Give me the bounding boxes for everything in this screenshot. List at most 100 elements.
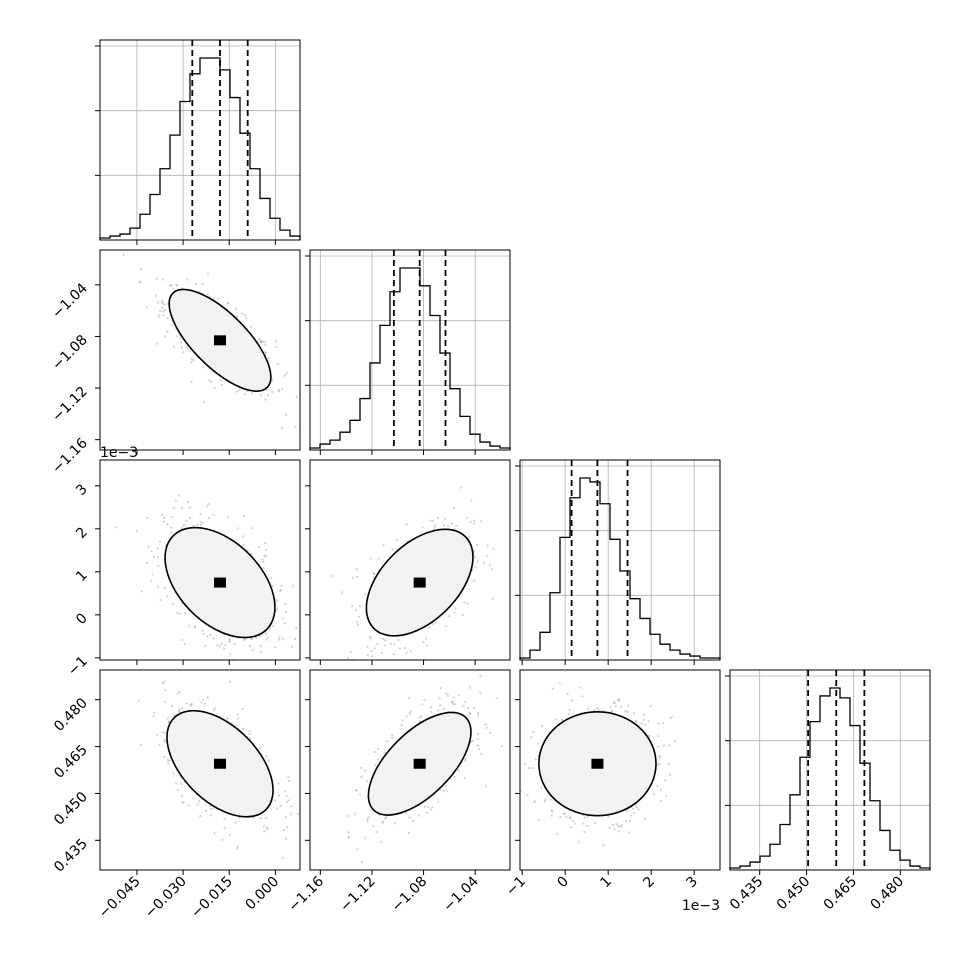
sample-point	[206, 635, 209, 638]
density-peak	[591, 758, 604, 769]
sample-point	[453, 703, 456, 706]
panel-frame	[99, 39, 301, 241]
sample-point	[526, 794, 529, 797]
sample-point	[632, 811, 635, 815]
sample-point	[424, 637, 428, 640]
sample-point	[138, 281, 141, 284]
sample-point	[178, 708, 181, 711]
x-tick-label: −0.015	[188, 874, 236, 922]
sample-point	[488, 731, 492, 734]
sample-point	[139, 743, 142, 747]
sample-point	[397, 638, 400, 642]
sample-point	[262, 825, 265, 828]
sample-point	[206, 272, 210, 275]
sample-point	[181, 801, 184, 804]
sample-point	[658, 756, 661, 759]
sample-point	[462, 704, 465, 707]
sample-point	[376, 661, 378, 663]
sample-point	[236, 845, 239, 848]
sample-point	[288, 779, 291, 783]
sample-point	[476, 560, 479, 563]
y-tick-label: 0.465	[51, 742, 91, 782]
sample-point	[626, 710, 629, 713]
histogram-step	[309, 267, 511, 450]
sample-point	[278, 636, 281, 639]
sample-point	[611, 709, 614, 713]
sample-point	[373, 750, 376, 754]
sample-point	[628, 831, 631, 834]
sample-point	[583, 830, 586, 834]
sample-point	[189, 703, 193, 706]
sample-point	[190, 380, 193, 384]
sample-point	[464, 759, 467, 763]
sample-point	[407, 696, 411, 700]
sample-point	[182, 351, 185, 354]
sample-point	[218, 645, 221, 648]
sample-point	[166, 595, 169, 598]
sample-point	[457, 694, 460, 697]
sample-point	[161, 310, 165, 313]
sample-point	[259, 339, 262, 342]
sample-point	[673, 740, 676, 743]
sample-point	[353, 813, 356, 816]
sample-point	[637, 808, 640, 811]
sample-point	[405, 523, 408, 526]
x-tick-label: 3	[683, 874, 701, 892]
sample-point	[364, 592, 367, 596]
density-group	[114, 494, 298, 660]
sample-point	[490, 568, 493, 571]
sample-point	[457, 769, 460, 772]
sample-point	[220, 383, 223, 387]
sample-point	[355, 608, 358, 611]
sample-point	[223, 826, 226, 829]
sample-point	[409, 650, 412, 653]
sample-point	[213, 386, 216, 389]
sample-point	[429, 808, 432, 811]
sample-point	[284, 611, 288, 614]
sample-point	[331, 574, 334, 577]
sample-point	[166, 317, 169, 320]
sample-point	[567, 712, 571, 716]
sample-point	[176, 692, 179, 696]
sample-point	[346, 656, 349, 660]
sample-point	[190, 361, 193, 364]
sample-point	[163, 309, 166, 312]
sample-point	[265, 632, 268, 635]
sample-point	[140, 590, 143, 593]
sample-point	[138, 280, 141, 284]
sample-point	[395, 538, 398, 541]
sample-point	[417, 814, 420, 817]
sample-point	[174, 499, 177, 502]
sample-point	[619, 705, 623, 709]
sample-point	[347, 836, 350, 839]
sample-point	[258, 635, 261, 638]
sample-point	[614, 705, 617, 708]
sample-point	[282, 828, 286, 832]
sample-point	[156, 556, 159, 559]
sample-point	[351, 576, 355, 579]
sample-point	[421, 703, 424, 706]
sample-point	[163, 520, 166, 523]
sample-point	[390, 736, 394, 739]
sample-point	[278, 638, 281, 641]
sample-point	[284, 413, 288, 416]
sample-point	[376, 642, 379, 645]
y-tick-label: −1.08	[49, 332, 91, 374]
sample-point	[543, 800, 547, 803]
x-tick-label: −1	[503, 874, 529, 900]
sample-point	[642, 713, 645, 717]
sample-point	[262, 560, 265, 563]
sample-point	[550, 814, 553, 817]
sample-point	[180, 782, 183, 785]
sample-point	[391, 547, 394, 551]
sample-point	[201, 282, 204, 285]
sample-point	[179, 336, 182, 339]
sample-point	[340, 591, 344, 594]
sample-point	[158, 313, 161, 317]
x-tick-label: −0.030	[142, 874, 190, 922]
sample-point	[380, 651, 383, 654]
sample-point	[290, 813, 293, 816]
sample-point	[391, 676, 393, 678]
sample-point	[346, 815, 349, 818]
sample-point	[384, 817, 387, 820]
